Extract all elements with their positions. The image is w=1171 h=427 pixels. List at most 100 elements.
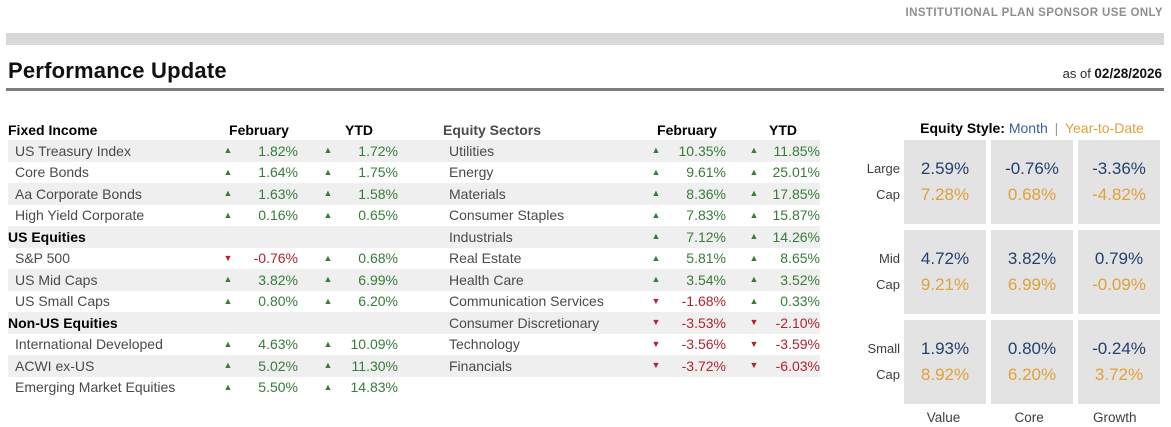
ytd-value: 6.99% — [358, 271, 398, 288]
month-value: -0.24% — [1092, 339, 1146, 358]
trend-arrow: ▲ — [749, 166, 759, 177]
sector-label: Industrials — [449, 228, 513, 245]
trend-arrow: ▲ — [223, 295, 233, 306]
ytd-value: 0.68% — [1007, 185, 1057, 204]
trend-arrow: ▲ — [323, 338, 333, 349]
performance-tables: Fixed Income February YTD Equity Sectors… — [8, 119, 820, 398]
february-value: 1.63% — [258, 185, 298, 202]
ytd-value: 0.68% — [358, 250, 398, 267]
as-of-prefix: as of — [1062, 66, 1095, 81]
ytd-value: 7.28% — [920, 185, 970, 204]
table-row: Core Bonds ▲ 1.64% ▲ 1.75% Energy ▲ 9.61… — [8, 162, 820, 184]
month-value: 4.72% — [920, 249, 970, 268]
equity-style-row-large: Large Cap 2.59% 7.28% -0.76% 0.68% -3.36… — [856, 140, 1160, 224]
equity-style-ytd-label: Year-to-Date — [1064, 120, 1144, 136]
ytd-value: 15.87% — [772, 207, 820, 224]
month-value: 2.59% — [920, 159, 970, 178]
february-value: 8.36% — [686, 185, 726, 202]
table-row: US Small Caps ▲ 0.80% ▲ 6.20% Communicat… — [8, 291, 820, 313]
february-value: -3.53% — [681, 314, 726, 331]
table-row: International Developed ▲ 4.63% ▲ 10.09%… — [8, 334, 820, 356]
ytd-value: -3.59% — [775, 336, 820, 353]
february-value: 7.12% — [686, 228, 726, 245]
sector-label: Consumer Staples — [449, 207, 565, 224]
mid-table-title: Equity Sectors — [443, 121, 542, 138]
ytd-value: 1.75% — [358, 164, 398, 181]
ytd-value: 8.65% — [780, 250, 820, 267]
february-value: 0.16% — [258, 207, 298, 224]
february-value: 3.82% — [258, 271, 298, 288]
row-label: Aa Corporate Bonds — [15, 185, 142, 202]
sector-label: Energy — [449, 164, 494, 181]
trend-arrow: ▼ — [651, 317, 661, 327]
trend-arrow: ▲ — [651, 209, 661, 220]
row-label-large-cap: Large Cap — [866, 161, 900, 202]
ytd-value: 1.72% — [358, 142, 398, 159]
row-label: Non-US Equities — [8, 314, 118, 331]
trend-arrow: ▲ — [749, 231, 759, 241]
trend-arrow: ▲ — [749, 252, 759, 263]
table-row: Non-US Equities Consumer Discretionary ▼… — [8, 312, 820, 334]
equity-style-panel: Equity Style: Month | Year-to-Date Large… — [856, 119, 1160, 425]
ytd-value: 3.52% — [780, 271, 820, 288]
trend-arrow: ▲ — [749, 188, 759, 198]
table-row: Emerging Market Equities ▲ 5.50% ▲ 14.83… — [8, 377, 820, 399]
february-value: 9.61% — [686, 164, 726, 181]
column-label-growth: Growth — [1092, 410, 1137, 425]
month-value: 0.79% — [1094, 249, 1144, 268]
trend-arrow: ▲ — [651, 252, 661, 263]
ytd-value: 11.30% — [351, 357, 398, 374]
ytd-value: 1.58% — [358, 185, 398, 202]
ytd-value: -6.03% — [775, 357, 820, 374]
style-box-large-core: -0.76% 0.68% — [991, 140, 1073, 224]
table-row: US Treasury Index ▲ 1.82% ▲ 1.72% Utilit… — [8, 140, 820, 162]
february-value: 5.02% — [258, 357, 298, 374]
as-of-value: 02/28/2026 — [1094, 66, 1162, 81]
ytd-value: 17.85% — [772, 185, 820, 202]
ytd-value: 9.21% — [920, 275, 970, 294]
trend-arrow: ▲ — [651, 274, 661, 284]
row-label: US Mid Caps — [15, 271, 98, 288]
february-value: 0.80% — [258, 293, 298, 310]
trend-arrow: ▲ — [749, 209, 759, 220]
performance-rows: US Treasury Index ▲ 1.82% ▲ 1.72% Utilit… — [8, 140, 820, 398]
equity-style-title: Equity Style: — [920, 120, 1005, 136]
trend-arrow: ▲ — [223, 381, 233, 392]
february-value: 1.82% — [258, 142, 298, 159]
row-label: International Developed — [15, 336, 163, 353]
row-label: US Small Caps — [15, 293, 110, 310]
trend-arrow: ▲ — [651, 188, 661, 198]
style-box-mid-growth: 0.79% -0.09% — [1078, 230, 1160, 314]
ytd-value: 6.20% — [358, 293, 398, 310]
sector-label: Consumer Discretionary — [449, 314, 600, 331]
month-value: -3.36% — [1092, 159, 1146, 178]
ytd-value: 3.72% — [1094, 365, 1144, 384]
trend-arrow: ▲ — [323, 295, 333, 306]
row-label: S&P 500 — [15, 250, 71, 267]
trend-arrow: ▲ — [223, 145, 233, 155]
style-box-mid-core: 3.82% 6.99% — [991, 230, 1073, 314]
ytd-value: 6.99% — [1007, 275, 1057, 294]
february-value: 5.81% — [686, 250, 726, 267]
row-label-small-cap: Small Cap — [867, 341, 900, 382]
ytd-value: 0.65% — [358, 207, 398, 224]
equity-style-row-small: Small Cap 1.93% 8.92% 0.80% 6.20% -0.24%… — [856, 320, 1160, 404]
equity-style-month-label: Month — [1008, 120, 1048, 136]
sector-label: Technology — [449, 336, 520, 353]
trend-arrow: ▲ — [223, 338, 233, 349]
trend-arrow: ▲ — [323, 360, 333, 370]
sector-label: Real Estate — [449, 250, 522, 267]
equity-style-row-mid: Mid Cap 4.72% 9.21% 3.82% 6.99% 0.79% -0… — [856, 230, 1160, 314]
table-row: US Equities Industrials ▲ 7.12% ▲ 14.26% — [8, 226, 820, 248]
trend-arrow: ▲ — [223, 360, 233, 370]
row-label-mid-cap: Mid Cap — [876, 251, 900, 292]
sector-label: Communication Services — [449, 293, 604, 310]
ytd-value: 14.26% — [772, 228, 820, 245]
trend-arrow: ▲ — [223, 166, 233, 177]
trend-arrow: ▲ — [323, 381, 333, 392]
trend-arrow: ▲ — [323, 188, 333, 198]
trend-arrow: ▲ — [223, 188, 233, 198]
trend-arrow: ▼ — [749, 360, 759, 370]
mid-ytd-header: YTD — [769, 121, 797, 138]
trend-arrow: ▼ — [651, 360, 661, 370]
